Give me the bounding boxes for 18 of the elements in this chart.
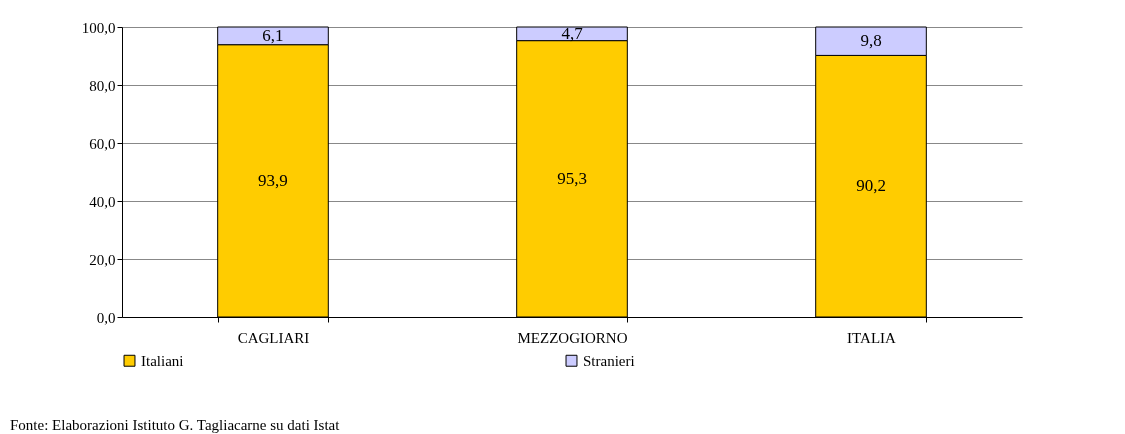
y-tick-label: 80,0 [89,77,116,94]
data-label: 4,7 [561,23,584,43]
y-tick-label: 100,0 [81,19,116,36]
legend-label: Italiani [141,352,184,369]
y-tick-label: 20,0 [89,251,116,268]
y-tick-label: 0,0 [96,309,116,326]
x-tick-label: ITALIA [847,329,897,346]
y-tick-label: 40,0 [89,193,116,210]
data-label: 6,1 [262,25,284,45]
y-tick-label: 60,0 [89,135,116,152]
source-note: Fonte: Elaborazioni Istituto G. Tagliacarne su dati Istat [10,417,341,433]
x-tick-label: MEZZOGIORNO [517,329,628,346]
legend-label: Stranieri [583,352,635,369]
data-label: 93,9 [258,170,288,190]
data-label: 9,8 [860,31,882,51]
data-label: 95,3 [557,168,587,188]
x-tick-label: CAGLIARI [237,329,310,346]
data-label: 90,2 [856,176,886,196]
